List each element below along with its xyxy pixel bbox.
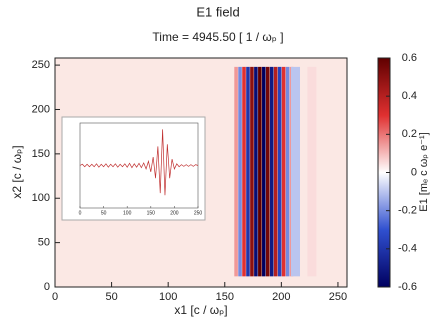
colorbar-tick-label: 0.6 <box>402 52 417 64</box>
x-tick-label: 250 <box>329 291 347 303</box>
y-axis-label: x2 [c / ωₚ] <box>10 145 24 198</box>
inset-x-tick-label: 250 <box>194 210 203 216</box>
y-tick-label: 250 <box>32 59 50 71</box>
y-tick-label: 50 <box>38 237 50 249</box>
colorbar-tick-label: 0.4 <box>402 90 417 102</box>
inset-x-tick-label: 50 <box>101 210 107 216</box>
field-stripe <box>277 66 282 277</box>
colorbar-tick-label: -0.6 <box>398 281 417 293</box>
field-stripe <box>265 66 270 277</box>
inset-x-tick-label: 100 <box>123 210 132 216</box>
field-stripe <box>281 66 286 277</box>
x-tick-label: 150 <box>216 291 234 303</box>
field-stripe <box>262 66 266 277</box>
inset-x-tick-label: 200 <box>170 210 179 216</box>
x-tick-label: 200 <box>272 291 290 303</box>
field-stripe <box>242 66 246 277</box>
field-stripe <box>254 66 258 277</box>
colorbar-tick-label: -0.2 <box>398 205 417 217</box>
inset-line <box>79 129 199 196</box>
x-tick-label: 100 <box>159 291 177 303</box>
y-tick-label: 0 <box>44 281 50 293</box>
field-stripe <box>238 66 242 277</box>
field-stripe <box>291 66 301 277</box>
field-stripe <box>273 66 278 277</box>
field-stripe <box>307 66 317 277</box>
inset-x-tick-label: 0 <box>79 210 82 216</box>
inset-panel <box>61 116 206 221</box>
colorbar-tick-label: -0.4 <box>398 243 417 255</box>
x-tick-label: 50 <box>105 291 117 303</box>
colorbar-tick-label: 0.2 <box>402 128 417 140</box>
colorbar-tick-label: 0 <box>411 166 417 178</box>
plot-frame <box>54 57 348 288</box>
field-stripe <box>285 66 290 277</box>
field-stripe <box>258 66 262 277</box>
field-stripe <box>250 66 254 277</box>
x-tick-label: 0 <box>52 291 58 303</box>
y-tick-label: 150 <box>32 148 50 160</box>
chart-title: E1 field <box>196 4 239 19</box>
field-stripe <box>234 66 238 277</box>
y-tick-label: 200 <box>32 103 50 115</box>
field-stripe <box>246 66 250 277</box>
y-tick-label: 100 <box>32 192 50 204</box>
x-axis-label: x1 [c / ωₚ] <box>174 303 227 317</box>
inset-x-tick-label: 150 <box>147 210 156 216</box>
chart-subtitle: Time = 4945.50 [ 1 / ωₚ ] <box>152 30 283 44</box>
colorbar-label: E1 [mₑ c ωₚ e⁻¹] <box>418 132 430 211</box>
field-stripe <box>269 66 274 277</box>
